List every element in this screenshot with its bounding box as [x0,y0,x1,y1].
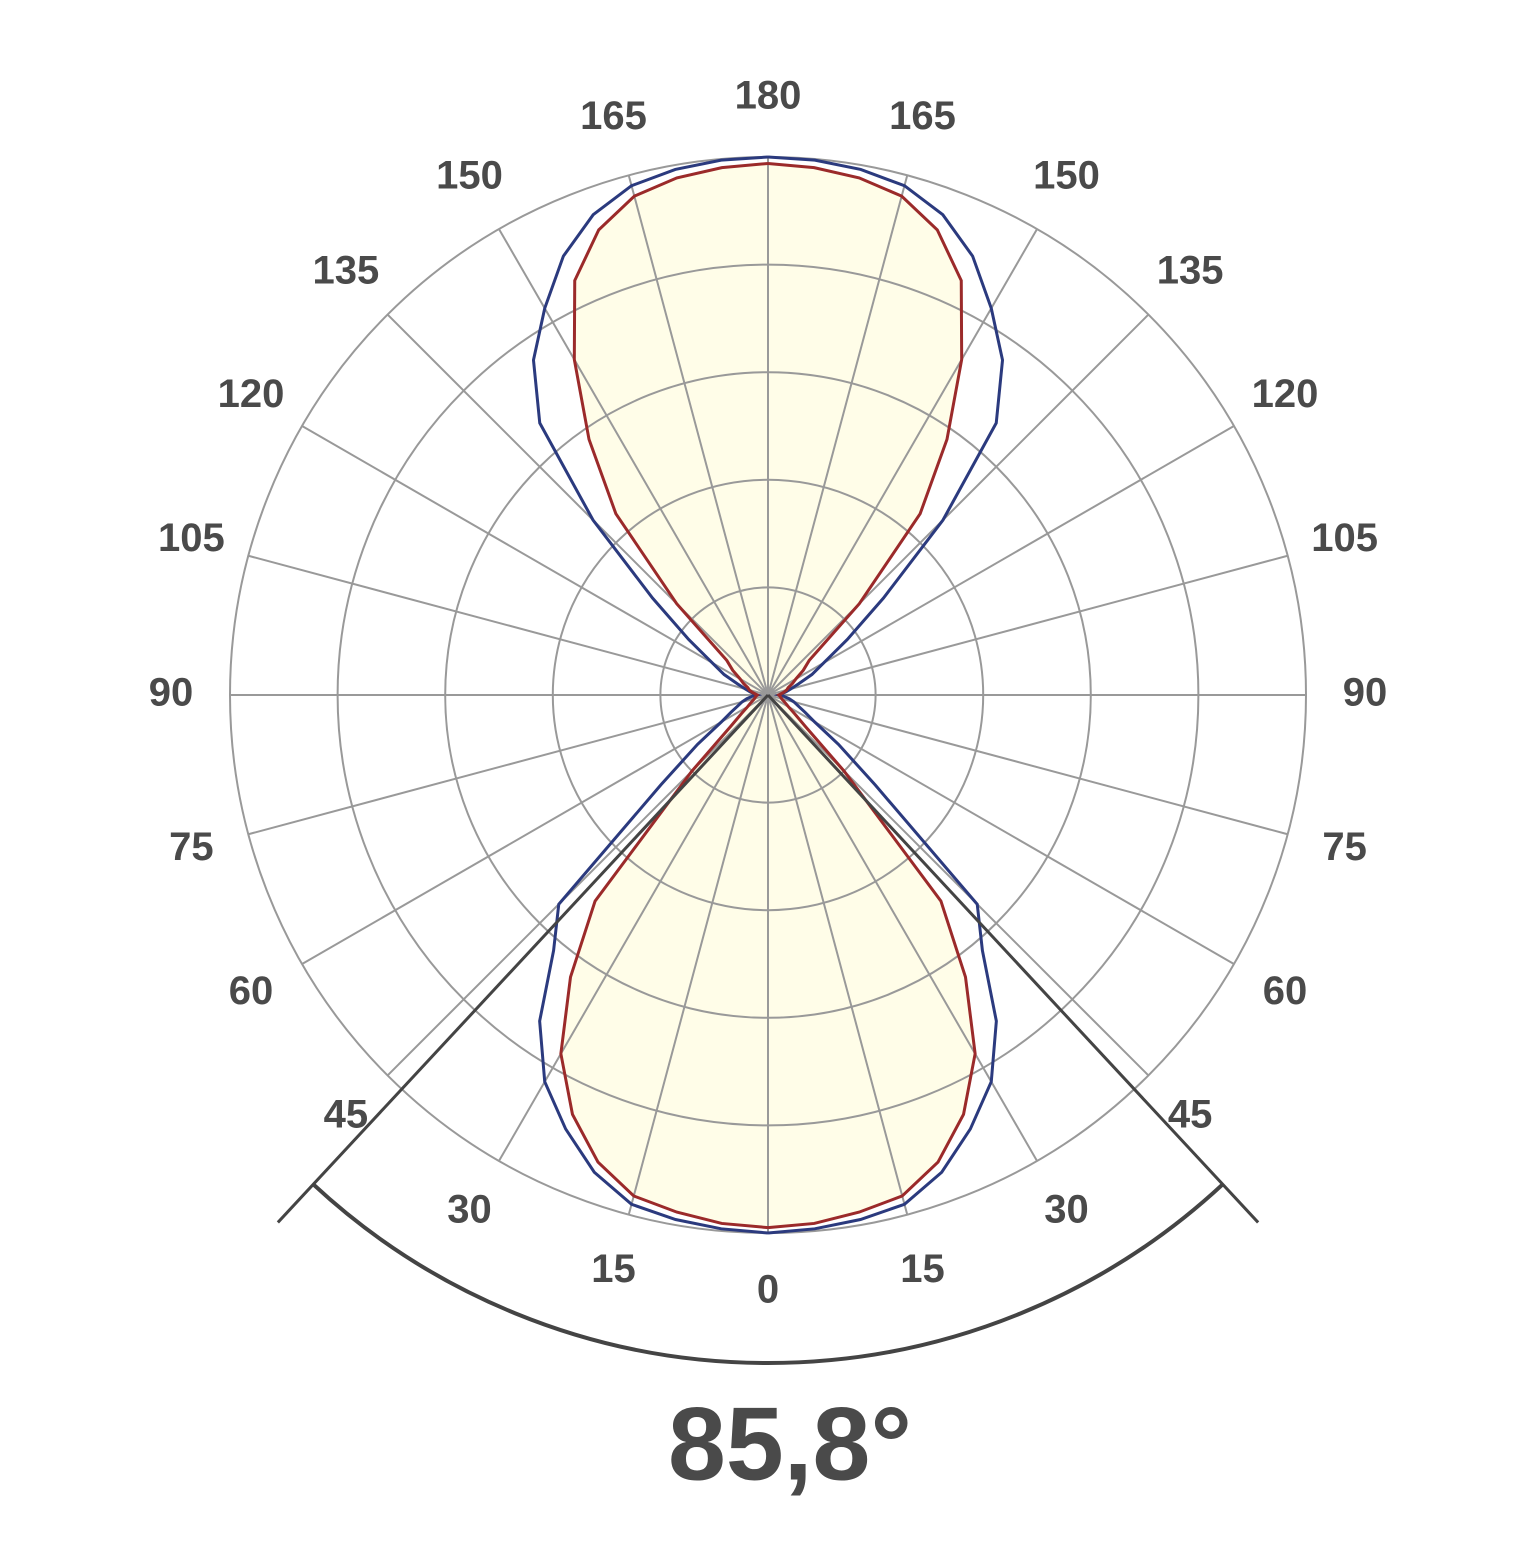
series-line [767,161,977,1230]
angle-tick-label: 60 [229,969,274,1013]
angle-tick-label: 15 [591,1247,636,1291]
angle-tick-label: 75 [169,825,214,869]
angle-tick-label: 135 [312,248,379,292]
beam-line [766,693,1260,1224]
grid-spoke [767,175,909,696]
grid-spoke [248,694,769,836]
grid-spoke [767,694,1288,836]
angle-tick-label: 120 [218,372,285,416]
grid-spoke [627,175,769,696]
angle-tick-label: 105 [1311,516,1378,560]
angle-tick-label: 0 [757,1268,779,1312]
angle-tick-label: 60 [1263,969,1308,1013]
beam-arc [311,1182,1225,1365]
angle-tick-label: 120 [1252,372,1319,416]
beam-line [276,693,770,1224]
angle-tick-label: 180 [735,74,802,118]
angle-tick-label: 165 [889,94,956,138]
angle-tick-label: 75 [1322,825,1367,869]
angle-tick-label: 105 [158,516,225,560]
grid-spoke [386,313,769,696]
angle-tick-label: 30 [1044,1188,1089,1232]
angle-tick-label: 150 [436,154,503,198]
angle-tick-label: 135 [1157,248,1224,292]
grid-spoke [767,425,1235,696]
grid-spoke [767,313,1150,696]
grid-spoke [767,694,1235,965]
grid-spoke [767,694,909,1215]
grid-spoke [301,425,769,696]
series-line [559,161,769,1230]
angle-tick-label: 90 [1343,671,1388,715]
angle-tick-label: 90 [149,671,194,715]
angle-tick-label: 45 [324,1093,369,1137]
grid-spoke [248,554,769,696]
angle-tick-label: 15 [900,1247,945,1291]
angle-tick-label: 150 [1033,154,1100,198]
grid-spoke [627,694,769,1215]
angle-tick-label: 45 [1168,1093,1213,1137]
angle-tick-label: 30 [447,1188,492,1232]
grid-spoke [301,694,769,965]
beam-angle-label: 85,8° [668,1386,912,1502]
grid-spoke [767,554,1288,696]
angle-tick-label: 165 [580,94,647,138]
